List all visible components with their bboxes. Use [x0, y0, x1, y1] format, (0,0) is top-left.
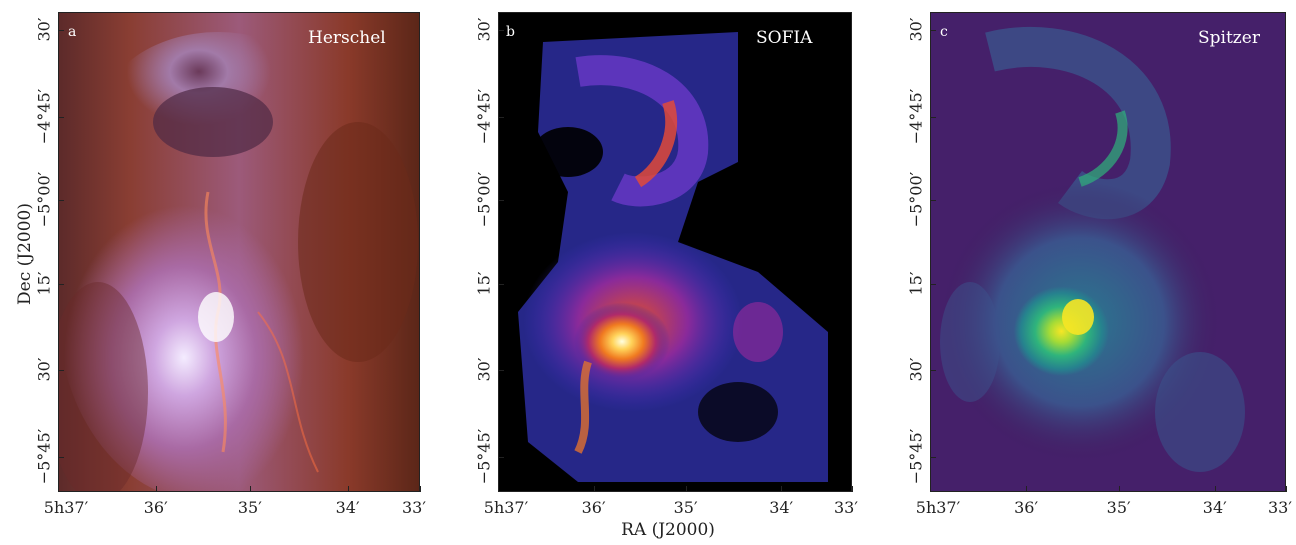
ra-tick-mark: [1286, 486, 1287, 492]
dec-tick-label: 30′: [474, 357, 494, 382]
spitzer-panel-letter: c: [940, 24, 948, 40]
sofia-image: [498, 12, 852, 492]
ra-tick-mark: [498, 486, 499, 492]
dec-tick-mark: [498, 200, 504, 201]
dec-tick-label: 30′: [474, 17, 494, 42]
ra-tick-mark: [930, 486, 931, 492]
dec-tick-mark: [58, 30, 64, 31]
dec-tick-label: 30′: [906, 17, 926, 42]
dec-tick-label: −4°45′: [34, 88, 54, 145]
dec-tick-mark: [498, 30, 504, 31]
herschel-image: [58, 12, 420, 492]
spitzer-panel: c Spitzer: [930, 12, 1286, 492]
dec-tick-label: −5°00′: [474, 171, 494, 228]
dec-tick-mark: [58, 284, 64, 285]
dec-tick-mark: [498, 117, 504, 118]
sofia-panel-title: SOFIA: [756, 28, 813, 48]
ra-tick-mark: [58, 486, 59, 492]
ra-tick-mark: [1214, 486, 1216, 492]
ra-tick-label: 5h37′: [43, 498, 89, 517]
dec-tick-mark: [930, 117, 936, 118]
spitzer-image: [930, 12, 1286, 492]
ra-axis-label: RA (J2000): [621, 520, 715, 540]
dec-tick-label: 30′: [34, 17, 54, 42]
ra-tick-mark: [1026, 486, 1028, 492]
ra-tick-mark: [852, 486, 853, 492]
dec-tick-mark: [498, 284, 504, 285]
ra-tick-label: 33′: [402, 498, 426, 517]
ra-tick-label: 36′: [143, 498, 168, 517]
ra-tick-mark: [249, 486, 251, 492]
ra-tick-label: 34′: [335, 498, 360, 517]
dec-tick-mark: [930, 370, 936, 371]
ra-tick-label: 35′: [237, 498, 262, 517]
dec-tick-mark: [58, 457, 64, 458]
dec-tick-mark: [58, 117, 64, 118]
herschel-panel-letter: a: [68, 24, 77, 40]
dec-tick-mark: [58, 370, 64, 371]
ra-tick-label: 35′: [1106, 498, 1131, 517]
dec-tick-label: 15′: [906, 271, 926, 296]
dec-tick-label: 30′: [34, 357, 54, 382]
spitzer-panel-title: Spitzer: [1198, 28, 1260, 48]
herschel-panel: a Herschel: [58, 12, 420, 492]
dec-tick-label: 15′: [474, 271, 494, 296]
dec-tick-mark: [58, 200, 64, 201]
dec-axis-label: Dec (J2000): [15, 203, 35, 305]
herschel-panel-title: Herschel: [308, 28, 386, 48]
dec-tick-label: −5°45′: [34, 428, 54, 485]
dec-tick-label: 15′: [34, 271, 54, 296]
ra-tick-mark: [420, 486, 421, 492]
ra-tick-mark: [155, 486, 157, 492]
ra-tick-label: 36′: [581, 498, 606, 517]
ra-tick-mark: [781, 486, 783, 492]
dec-tick-mark: [930, 200, 936, 201]
ra-tick-mark: [685, 486, 687, 492]
ra-tick-mark: [593, 486, 595, 492]
dec-tick-mark: [930, 30, 936, 31]
ra-tick-label: 36′: [1014, 498, 1039, 517]
dec-tick-label: −5°45′: [474, 428, 494, 485]
dec-tick-label: −5°00′: [34, 171, 54, 228]
ra-tick-label: 33′: [834, 498, 858, 517]
dec-tick-mark: [498, 370, 504, 371]
ra-tick-label: 5h37′: [483, 498, 529, 517]
dec-tick-mark: [930, 284, 936, 285]
ra-tick-label: 34′: [769, 498, 794, 517]
ra-tick-mark: [1118, 486, 1120, 492]
ra-tick-mark: [347, 486, 349, 492]
sofia-panel: b SOFIA: [498, 12, 852, 492]
ra-tick-label: 35′: [673, 498, 698, 517]
dec-tick-label: −4°45′: [474, 88, 494, 145]
dec-tick-mark: [930, 457, 936, 458]
dec-tick-label: −4°45′: [906, 88, 926, 145]
sofia-panel-letter: b: [506, 24, 515, 40]
ra-tick-label: 5h37′: [915, 498, 961, 517]
dec-tick-mark: [498, 457, 504, 458]
dec-tick-label: −5°45′: [906, 428, 926, 485]
dec-tick-label: −5°00′: [906, 171, 926, 228]
ra-tick-label: 34′: [1202, 498, 1227, 517]
dec-tick-label: 30′: [906, 357, 926, 382]
ra-tick-label: 33′: [1268, 498, 1292, 517]
